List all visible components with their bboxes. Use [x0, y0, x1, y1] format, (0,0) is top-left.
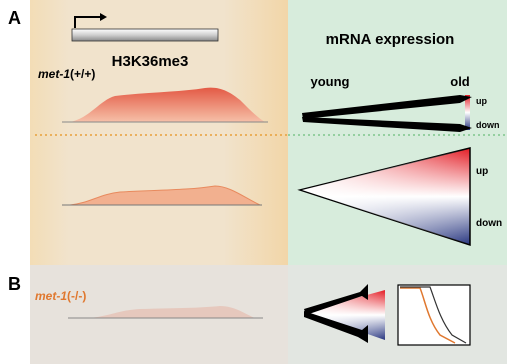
age-label: young: [311, 74, 350, 89]
panel-letter: A: [8, 8, 21, 28]
up-label: up: [476, 166, 488, 177]
up-label: up: [476, 96, 487, 106]
expression-title: mRNA expression: [326, 31, 455, 48]
gene-bar: [72, 29, 218, 41]
gene-mark-label: H3K36me3: [112, 53, 189, 70]
down-label: down: [476, 120, 500, 130]
figure: A B H3K36me3 mRNA expression met-1(+/+) …: [0, 0, 507, 364]
expression-bar: [465, 95, 470, 130]
down-label: down: [476, 218, 502, 229]
allele: (-/-): [67, 289, 86, 303]
survival-plot: [398, 285, 470, 345]
gene-name: met-1: [35, 289, 67, 303]
genotype-label: met-1(-/-): [35, 289, 86, 303]
panel-letter: B: [8, 274, 21, 294]
allele: (+/+): [70, 67, 95, 81]
gene-name: met-1: [38, 67, 70, 81]
genotype-label: met-1(+/+): [38, 67, 95, 81]
age-label: old: [450, 74, 470, 89]
